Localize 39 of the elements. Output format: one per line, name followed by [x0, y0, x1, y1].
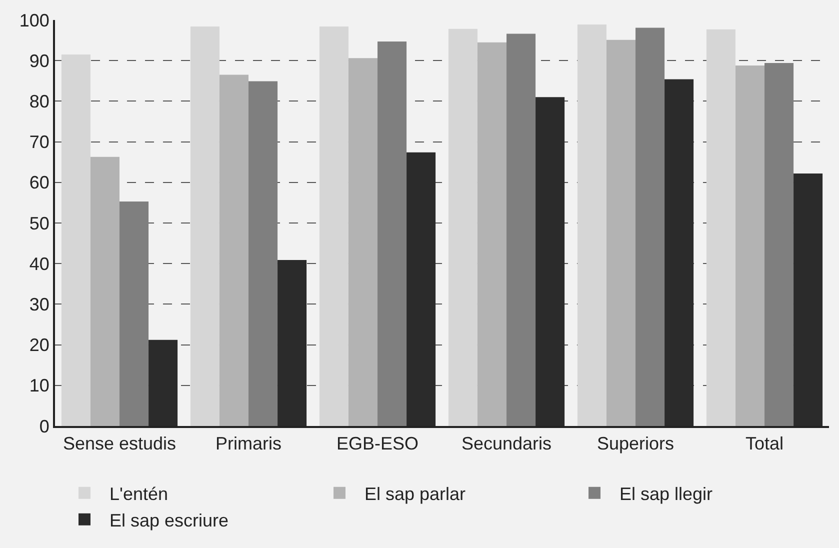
- bar: [735, 65, 764, 426]
- x-tick-label: EGB-ESO: [336, 434, 419, 454]
- x-tick-label: Primaris: [216, 434, 282, 454]
- y-tick-label: 30: [29, 294, 50, 314]
- y-tick-label: 80: [29, 92, 50, 112]
- x-tick-label: Sense estudis: [62, 434, 176, 454]
- y-tick-label: 50: [29, 213, 50, 234]
- y-tick-label: 70: [29, 132, 50, 152]
- legend-label: El sap escriure: [110, 510, 229, 530]
- y-tick-label: 20: [29, 335, 50, 356]
- bar: [506, 34, 536, 426]
- bar: [706, 29, 736, 426]
- bar: [190, 26, 220, 426]
- legend-label: L'entén: [110, 484, 168, 504]
- bar: [319, 26, 348, 426]
- bar: [606, 40, 636, 426]
- y-tick-label: 60: [29, 172, 50, 193]
- bar: [636, 28, 665, 426]
- x-tick-label: Total: [745, 434, 784, 454]
- legend-label: El sap llegir: [620, 484, 713, 504]
- legend-label: El sap parlar: [364, 484, 466, 504]
- x-tick-label: Superiors: [596, 434, 674, 454]
- bar: [90, 156, 120, 426]
- y-tick-label: 0: [39, 416, 50, 436]
- bar: [764, 63, 794, 426]
- y-tick-label: 100: [19, 10, 50, 30]
- bar: [348, 58, 378, 426]
- bar: [378, 42, 407, 426]
- bar: [448, 28, 478, 426]
- bar: [219, 74, 248, 426]
- x-tick-label: Secundaris: [461, 434, 552, 454]
- bar: [61, 54, 90, 426]
- y-tick-label: 40: [29, 254, 50, 274]
- bar: [477, 42, 506, 426]
- bar: [120, 201, 149, 426]
- bar: [577, 24, 606, 426]
- y-tick-label: 10: [29, 376, 50, 396]
- bar: [248, 81, 278, 426]
- y-tick-label: 90: [29, 50, 50, 71]
